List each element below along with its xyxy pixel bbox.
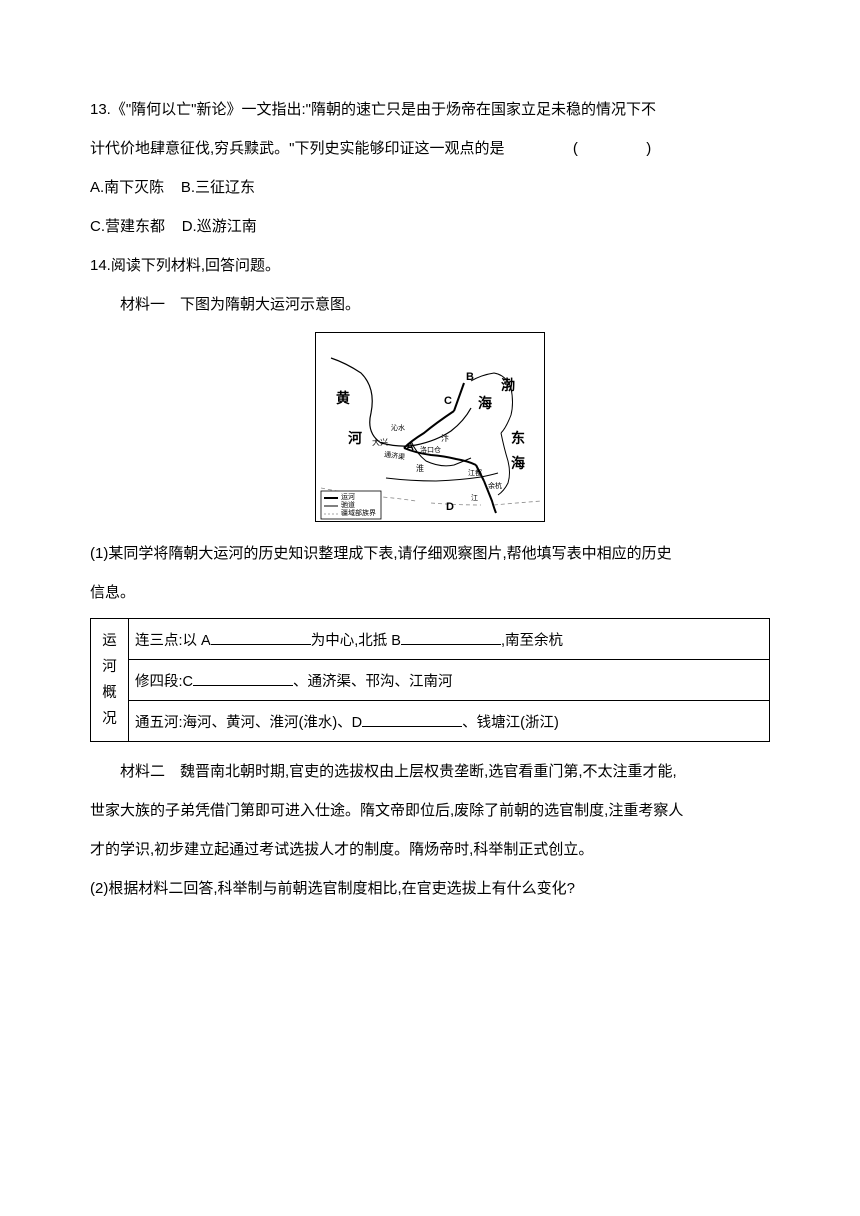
map-bian: 汴 <box>441 433 449 444</box>
map-daxing: 大兴 <box>372 437 388 448</box>
map-bohai: 渤 <box>501 375 515 395</box>
blank-b <box>401 630 501 645</box>
map-qin: 沁水 <box>391 423 405 433</box>
row2-prefix: 修四段:C <box>135 674 193 690</box>
blank-a <box>211 630 311 645</box>
q13-options-ab: A.南下灭陈 B.三征辽东 <box>90 168 770 207</box>
sub1-line1: (1)某同学将隋朝大运河的历史知识整理成下表,请仔细观察图片,帮他填写表中相应的… <box>90 534 770 573</box>
row1-prefix: 连三点:以 A <box>135 633 211 649</box>
map-label-d: D <box>446 501 454 513</box>
table-row-1: 连三点:以 A 为中心,北抵 B ,南至余杭 <box>129 619 770 660</box>
material2-line3: 才的学识,初步建立起通过考试选拔人才的制度。隋炀帝时,科举制正式创立。 <box>90 830 770 869</box>
paren-open: ( <box>573 140 578 157</box>
material2-line1: 材料二 魏晋南北朝时期,官吏的选拔权由上层权贵垄断,选官看重门第,不太注重才能, <box>90 752 770 791</box>
sub2-question: (2)根据材料二回答,科举制与前朝选官制度相比,在官吏选拔上有什么变化? <box>90 869 770 908</box>
map-hai: 海 <box>478 393 492 413</box>
map-luokou: 洛口仓 <box>420 445 441 455</box>
material1-title: 材料一 下图为隋朝大运河示意图。 <box>90 285 770 324</box>
side-label-2: 概况 <box>102 685 117 727</box>
map-huang: 黄 <box>336 388 350 408</box>
blank-d <box>362 712 462 727</box>
q13-options-cd: C.营建东都 D.巡游江南 <box>90 207 770 246</box>
paren-close: ) <box>646 140 651 157</box>
map-container: 黄 河 渤 海 东 海 A B C D 大兴 洛口仓 沁水 通济渠 汴 淮 江都… <box>90 332 770 522</box>
row3-suffix: 、钱塘江(浙江) <box>462 715 559 731</box>
map-label-c: C <box>444 395 452 407</box>
map-jiang: 江 <box>471 493 478 503</box>
q13-line2-text: 计代价地肆意征伐,穷兵黩武。"下列史实能够印证这一观点的是 <box>90 140 505 157</box>
row2-suffix: 、通济渠、邗沟、江南河 <box>293 674 453 690</box>
side-label-1: 运河 <box>102 633 117 675</box>
row1-suffix: ,南至余杭 <box>501 633 563 649</box>
map-label-a: A <box>406 441 414 453</box>
table-side-label: 运河 概况 <box>91 619 129 742</box>
q13-option-b: B.三征辽东 <box>181 179 255 196</box>
map-hai2: 海 <box>511 453 525 473</box>
blank-c <box>193 671 293 686</box>
q13-line2: 计代价地肆意征伐,穷兵黩武。"下列史实能够印证这一观点的是 ( ) <box>90 129 770 168</box>
map-huai: 淮 <box>416 463 424 474</box>
q13-option-d: D.巡游江南 <box>182 218 257 235</box>
legend-border: 疆域部族界 <box>341 508 376 518</box>
map-he: 河 <box>348 428 362 448</box>
material2-line2: 世家大族的子弟凭借门第即可进入仕途。隋文帝即位后,废除了前朝的选官制度,注重考察… <box>90 791 770 830</box>
canal-table: 运河 概况 连三点:以 A 为中心,北抵 B ,南至余杭 修四段:C 、通济渠、邗沟、… <box>90 618 770 742</box>
sub1-line2: 信息。 <box>90 573 770 612</box>
table-row-2: 修四段:C 、通济渠、邗沟、江南河 <box>129 660 770 701</box>
map-label-b: B <box>466 371 474 383</box>
row1-mid: 为中心,北抵 B <box>311 633 401 649</box>
map-yuhang: 余杭 <box>488 481 502 491</box>
q13-option-c: C.营建东都 <box>90 218 165 235</box>
map-jiangdu: 江都 <box>468 468 482 478</box>
row3-prefix: 通五河:海河、黄河、淮河(淮水)、D <box>135 715 362 731</box>
map-box: 黄 河 渤 海 东 海 A B C D 大兴 洛口仓 沁水 通济渠 汴 淮 江都… <box>315 332 545 522</box>
table-row-3: 通五河:海河、黄河、淮河(淮水)、D 、钱塘江(浙江) <box>129 701 770 742</box>
q14-intro: 14.阅读下列材料,回答问题。 <box>90 246 770 285</box>
q13-line1: 13.《"隋何以亡"新论》一文指出:"隋朝的速亡只是由于炀帝在国家立足未稳的情况… <box>90 90 770 129</box>
q13-option-a: A.南下灭陈 <box>90 179 164 196</box>
map-dong: 东 <box>511 428 525 448</box>
